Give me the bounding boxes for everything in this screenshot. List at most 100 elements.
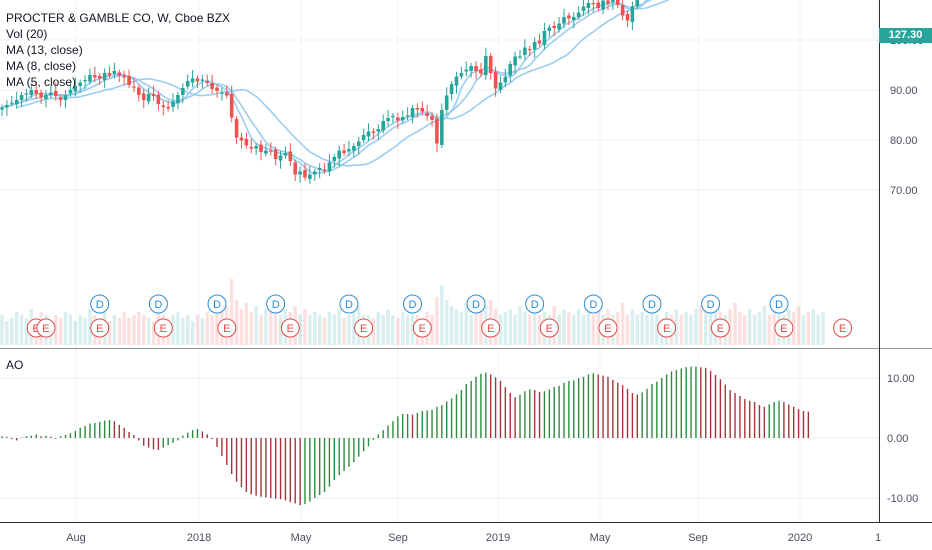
- candle: [518, 56, 522, 58]
- volume-bar: [616, 312, 620, 345]
- dividend-marker: [403, 294, 422, 314]
- candle: [146, 94, 151, 102]
- volume-bar: [122, 312, 126, 345]
- time-tick-label: 2019: [486, 532, 510, 544]
- candle: [171, 101, 175, 107]
- earnings-marker: [412, 318, 432, 338]
- volume-bar: [479, 312, 483, 345]
- ma8-legend[interactable]: MA (8, close): [6, 59, 77, 73]
- candle: [547, 27, 552, 31]
- volume-bar: [645, 315, 649, 345]
- candle: [166, 107, 170, 109]
- candle: [356, 141, 361, 146]
- candle: [249, 147, 254, 149]
- volume-bar: [430, 315, 434, 345]
- candle: [449, 84, 454, 94]
- volume-bar: [303, 309, 307, 345]
- candle: [185, 81, 190, 87]
- candle: [474, 66, 478, 71]
- volume-bar: [454, 309, 459, 345]
- candle: [542, 31, 547, 45]
- candle: [229, 94, 234, 118]
- event-marker-label: D: [409, 299, 417, 311]
- ma13-legend[interactable]: MA (13, close): [6, 43, 83, 57]
- volume-bar: [200, 318, 205, 345]
- volume-bar: [699, 306, 703, 345]
- volume-bar: [498, 315, 503, 345]
- candle: [366, 131, 371, 137]
- time-tick-label: Sep: [688, 532, 708, 544]
- candle: [352, 146, 356, 151]
- event-marker-label: D: [213, 299, 221, 311]
- volume-legend[interactable]: Vol (20): [6, 27, 48, 41]
- candle: [415, 108, 420, 110]
- candle: [39, 92, 43, 98]
- candle: [293, 162, 298, 175]
- event-marker-label: E: [839, 323, 846, 335]
- volume-bar: [596, 306, 600, 345]
- candle: [93, 75, 97, 78]
- ma5-legend[interactable]: MA (5, close): [6, 75, 77, 89]
- volume-bar: [523, 312, 527, 345]
- candle: [190, 78, 195, 83]
- volume-bar: [371, 318, 376, 345]
- earnings-marker: [657, 318, 677, 338]
- volume-bar: [591, 315, 596, 345]
- candle: [278, 155, 283, 161]
- volume-bar: [459, 312, 464, 345]
- volume-bar: [738, 312, 742, 345]
- candle: [391, 116, 395, 118]
- candle: [137, 87, 141, 95]
- candle: [53, 91, 58, 96]
- time-tick-label: May: [291, 532, 312, 544]
- volume-bar: [10, 318, 14, 345]
- dividend-marker: [207, 294, 227, 314]
- volume-bar: [508, 309, 512, 345]
- volume-bar: [708, 309, 713, 345]
- volume-bar: [743, 315, 747, 345]
- candle: [493, 71, 498, 89]
- symbol-title[interactable]: PROCTER & GAMBLE CO, W, Cboe BZX: [6, 11, 231, 25]
- candle: [0, 107, 4, 110]
- candle: [303, 170, 307, 178]
- candle: [381, 121, 385, 131]
- event-marker-label: E: [604, 323, 611, 335]
- volume-bar: [117, 318, 121, 345]
- candle: [611, 0, 615, 2]
- volume-bar: [796, 306, 801, 345]
- candle: [615, 0, 620, 5]
- volume-bar: [689, 315, 693, 345]
- volume-bar: [0, 315, 4, 345]
- volume-bar: [410, 309, 415, 345]
- volume-bar: [752, 315, 757, 345]
- earnings-marker: [354, 318, 374, 338]
- candle: [78, 82, 82, 86]
- price-tick-label: 70.00: [890, 185, 918, 197]
- candle: [396, 117, 400, 121]
- volume-bar: [791, 312, 796, 345]
- candles: [0, 0, 648, 184]
- volume-bar: [728, 309, 732, 345]
- candle: [371, 131, 376, 133]
- volume-bar: [234, 300, 239, 345]
- dividend-marker: [148, 294, 168, 314]
- volume-bar: [63, 312, 68, 345]
- candle: [606, 0, 610, 4]
- event-marker-label: E: [419, 323, 426, 335]
- candle: [5, 105, 9, 108]
- candle: [24, 93, 29, 95]
- volume-bar: [54, 315, 58, 345]
- candle: [552, 26, 557, 28]
- earnings-marker: [36, 318, 56, 338]
- volume-bar: [78, 315, 82, 345]
- volume-bar: [313, 312, 317, 345]
- candle: [122, 75, 126, 78]
- volume-bar: [386, 309, 390, 345]
- candle: [58, 97, 63, 100]
- ao-legend[interactable]: AO: [6, 358, 24, 372]
- candle: [322, 169, 327, 171]
- volume-bar: [137, 312, 141, 345]
- candle: [327, 162, 332, 171]
